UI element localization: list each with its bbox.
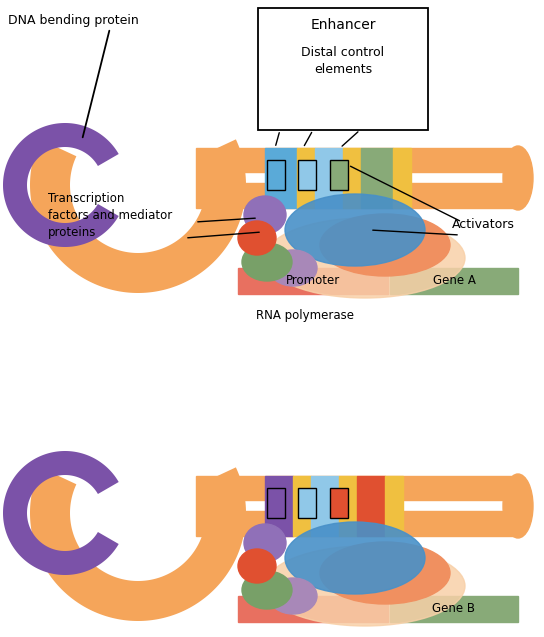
Bar xyxy=(238,476,518,500)
Bar xyxy=(343,148,361,208)
Bar xyxy=(390,268,518,294)
PathPatch shape xyxy=(30,140,246,293)
Bar xyxy=(298,488,316,518)
Ellipse shape xyxy=(244,196,286,234)
Bar xyxy=(267,160,285,190)
Ellipse shape xyxy=(320,214,450,276)
Bar xyxy=(311,476,339,536)
PathPatch shape xyxy=(3,123,119,247)
Ellipse shape xyxy=(265,546,465,626)
Ellipse shape xyxy=(238,221,276,255)
Bar xyxy=(385,476,403,536)
Text: Distal control
elements: Distal control elements xyxy=(301,46,385,76)
Bar xyxy=(330,488,348,518)
Ellipse shape xyxy=(269,578,317,614)
Bar xyxy=(238,596,388,622)
Bar xyxy=(238,183,518,208)
Ellipse shape xyxy=(238,549,276,583)
Bar xyxy=(330,160,348,190)
PathPatch shape xyxy=(30,468,246,621)
Ellipse shape xyxy=(503,146,533,210)
Bar xyxy=(196,148,226,208)
Ellipse shape xyxy=(503,474,533,538)
Bar xyxy=(393,148,411,208)
Ellipse shape xyxy=(265,218,465,298)
Bar xyxy=(267,488,285,518)
Ellipse shape xyxy=(320,542,450,604)
Text: Activators: Activators xyxy=(452,218,515,231)
Text: DNA bending protein: DNA bending protein xyxy=(8,14,139,27)
Ellipse shape xyxy=(269,250,317,286)
Bar xyxy=(265,148,297,208)
Bar xyxy=(265,476,293,536)
Bar xyxy=(238,268,388,294)
Bar xyxy=(238,148,518,172)
Bar xyxy=(361,148,393,208)
Bar xyxy=(357,476,385,536)
Bar xyxy=(258,8,428,130)
Bar xyxy=(298,160,316,190)
Bar xyxy=(196,476,226,536)
Text: Transcription
factors and mediator
proteins: Transcription factors and mediator prote… xyxy=(48,192,172,239)
PathPatch shape xyxy=(3,451,119,575)
Bar xyxy=(238,511,518,536)
Bar xyxy=(297,148,315,208)
Ellipse shape xyxy=(242,243,292,281)
Ellipse shape xyxy=(242,571,292,609)
Bar xyxy=(315,148,343,208)
Ellipse shape xyxy=(244,524,286,562)
Text: Enhancer: Enhancer xyxy=(310,18,376,32)
Ellipse shape xyxy=(285,522,425,594)
Text: Gene B: Gene B xyxy=(432,603,475,615)
Bar xyxy=(339,476,357,536)
Text: Gene A: Gene A xyxy=(432,275,475,287)
Bar xyxy=(390,596,518,622)
Bar xyxy=(293,476,311,536)
Ellipse shape xyxy=(285,194,425,266)
Text: RNA polymerase: RNA polymerase xyxy=(256,310,354,322)
Text: Promoter: Promoter xyxy=(286,275,340,287)
